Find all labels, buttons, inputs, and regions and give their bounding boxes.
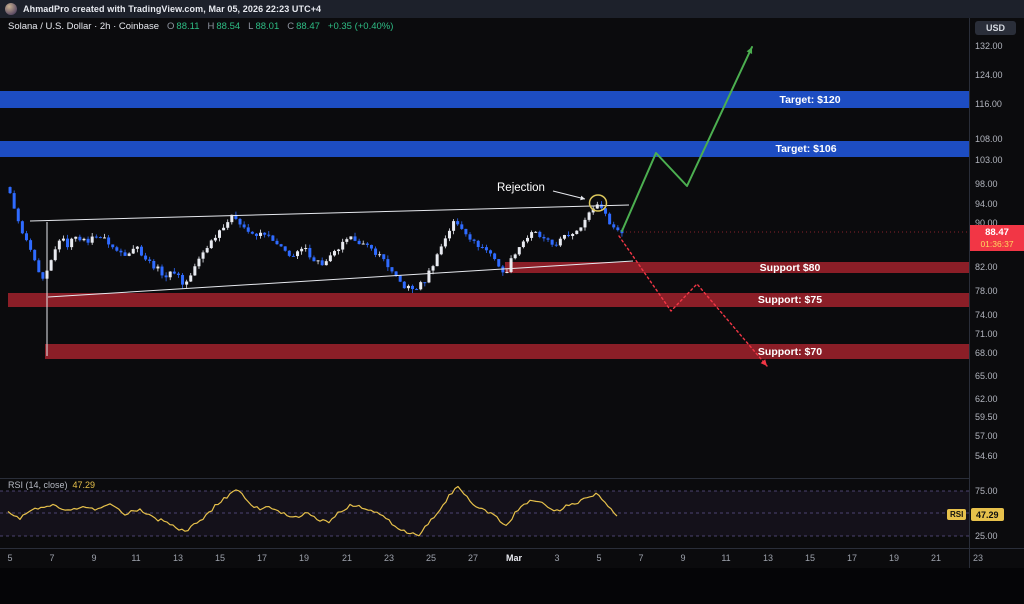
time-tick: 23 [972, 553, 984, 563]
time-tick: 21 [930, 553, 942, 563]
trendline-channel-bottom[interactable] [47, 260, 634, 298]
time-tick: 17 [846, 553, 858, 563]
bar-close-countdown: 01:36:37 [970, 239, 1024, 251]
level-band-support-70[interactable]: Support: $70 [45, 344, 970, 359]
ohlc-low: L 88.01 [248, 21, 279, 32]
rsi-indicator-title[interactable]: RSI (14, close) 47.29 [8, 480, 95, 490]
time-tick: 23 [383, 553, 395, 563]
time-tick: 11 [131, 553, 141, 563]
last-price-value: 88.47 [970, 225, 1024, 239]
level-band-target-120[interactable]: Target: $120 [0, 91, 970, 108]
rsi-value-badge: 47.29 [971, 508, 1004, 521]
candlestick-series[interactable] [8, 186, 624, 293]
ohlc-open: O 88.11 [167, 21, 199, 32]
time-tick: 5 [596, 553, 602, 563]
symbol-title[interactable]: Solana / U.S. Dollar · 2h · Coinbase [8, 21, 160, 32]
rejection-arrow[interactable] [552, 190, 586, 200]
high-value: 88.54 [216, 21, 241, 32]
projection-down-path[interactable] [618, 235, 768, 367]
rejection-circle[interactable] [588, 194, 608, 212]
rsi-axis-tag: RSI [947, 509, 967, 520]
close-label: C [287, 21, 295, 32]
symbol-info-bar: Solana / U.S. Dollar · 2h · Coinbase O 88… [8, 21, 393, 32]
rejection-annotation-label[interactable]: Rejection [497, 182, 545, 194]
open-value: 88.11 [176, 21, 200, 32]
time-tick: 19 [298, 553, 310, 563]
user-avatar [5, 3, 17, 15]
level-band-label: Target: $120 [779, 93, 841, 106]
time-tick: 25 [425, 553, 437, 563]
low-value: 88.01 [255, 21, 280, 32]
low-label: L [248, 21, 254, 32]
rsi-title-value: 47.29 [72, 480, 96, 490]
rsi-band-fill [0, 491, 969, 536]
level-band-support-80[interactable]: Support $80 [505, 261, 970, 274]
price-change: +0.35 (+0.40%) [327, 21, 394, 32]
time-tick: 17 [256, 553, 268, 563]
rsi-line[interactable] [7, 485, 618, 537]
time-tick: 5 [7, 553, 13, 563]
level-band-label: Target: $106 [775, 143, 837, 155]
time-tick: 13 [172, 553, 184, 563]
ohlc-high: H 88.54 [208, 21, 241, 32]
time-tick: 13 [762, 553, 774, 563]
time-tick: 7 [638, 553, 644, 563]
time-tick: 3 [554, 553, 560, 563]
level-band-label: Support $80 [759, 261, 821, 274]
time-tick: 7 [49, 553, 55, 563]
time-tick: 21 [341, 553, 353, 563]
projection-down-path-head [760, 359, 767, 366]
time-tick: 9 [91, 553, 97, 563]
last-price-badge: 88.47 01:36:37 [970, 225, 1024, 251]
rsi-title-text: RSI (14, close) [8, 480, 68, 490]
footer-bar: TradingView [0, 568, 1024, 604]
projection-up-arrow[interactable] [621, 46, 753, 232]
projection-up-arrow-head [746, 47, 753, 54]
time-tick: 15 [804, 553, 816, 563]
open-label: O [167, 21, 175, 32]
share-header: AhmadPro created with TradingView.com, M… [0, 0, 1024, 18]
level-band-label: Support: $70 [757, 345, 823, 358]
time-tick: 27 [467, 553, 479, 563]
time-axis[interactable]: 5 7 9 11 13 15 17 19 21 23 25 27 Mar 3 5 7 9 11 13 15 17 19 21… [0, 548, 1024, 568]
time-tick: 19 [888, 553, 900, 563]
close-value: 88.47 [296, 21, 320, 32]
high-label: H [207, 21, 215, 32]
level-band-target-106[interactable]: Target: $106 [0, 141, 970, 157]
share-header-text: AhmadPro created with TradingView.com, M… [23, 4, 322, 14]
level-band-label: Support: $75 [757, 294, 823, 306]
time-tick: 11 [721, 553, 731, 563]
trendline-channel-top[interactable] [29, 204, 630, 222]
time-tick: 15 [214, 553, 226, 563]
time-tick: 9 [680, 553, 686, 563]
rejection-arrow-head [580, 195, 585, 201]
time-tick: Mar [505, 553, 523, 563]
level-band-support-75[interactable]: Support: $75 [8, 293, 970, 307]
currency-toggle-button[interactable]: USD [975, 21, 1016, 35]
ohlc-close: C 88.47 [287, 21, 320, 32]
